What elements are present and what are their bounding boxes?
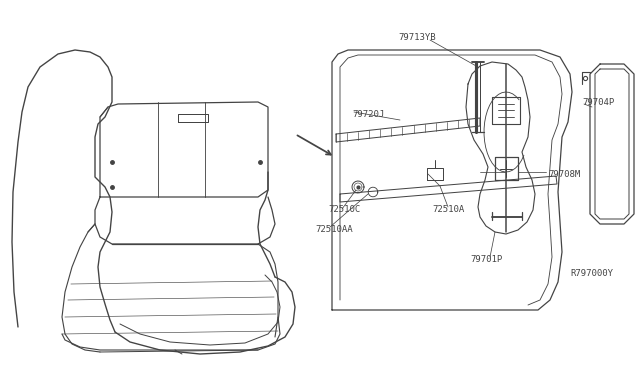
Text: R797000Y: R797000Y	[570, 269, 613, 279]
Text: 79713YB: 79713YB	[398, 32, 436, 42]
Text: 79704P: 79704P	[582, 97, 614, 106]
Text: 79708M: 79708M	[548, 170, 580, 179]
Text: 72510C: 72510C	[328, 205, 360, 214]
Text: 79720J: 79720J	[352, 109, 384, 119]
Text: 72510A: 72510A	[432, 205, 464, 214]
Text: 79701P: 79701P	[470, 256, 502, 264]
Text: 72510AA: 72510AA	[315, 224, 353, 234]
